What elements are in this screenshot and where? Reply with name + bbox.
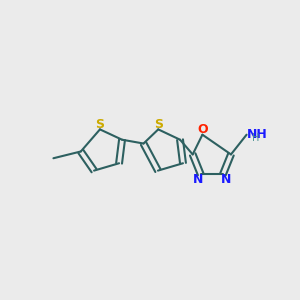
Text: NH: NH — [247, 128, 267, 141]
Text: N: N — [221, 173, 231, 186]
Text: N: N — [193, 173, 203, 186]
Text: S: S — [95, 118, 104, 131]
Text: O: O — [197, 124, 208, 136]
Text: H: H — [252, 133, 260, 143]
Text: S: S — [154, 118, 163, 131]
